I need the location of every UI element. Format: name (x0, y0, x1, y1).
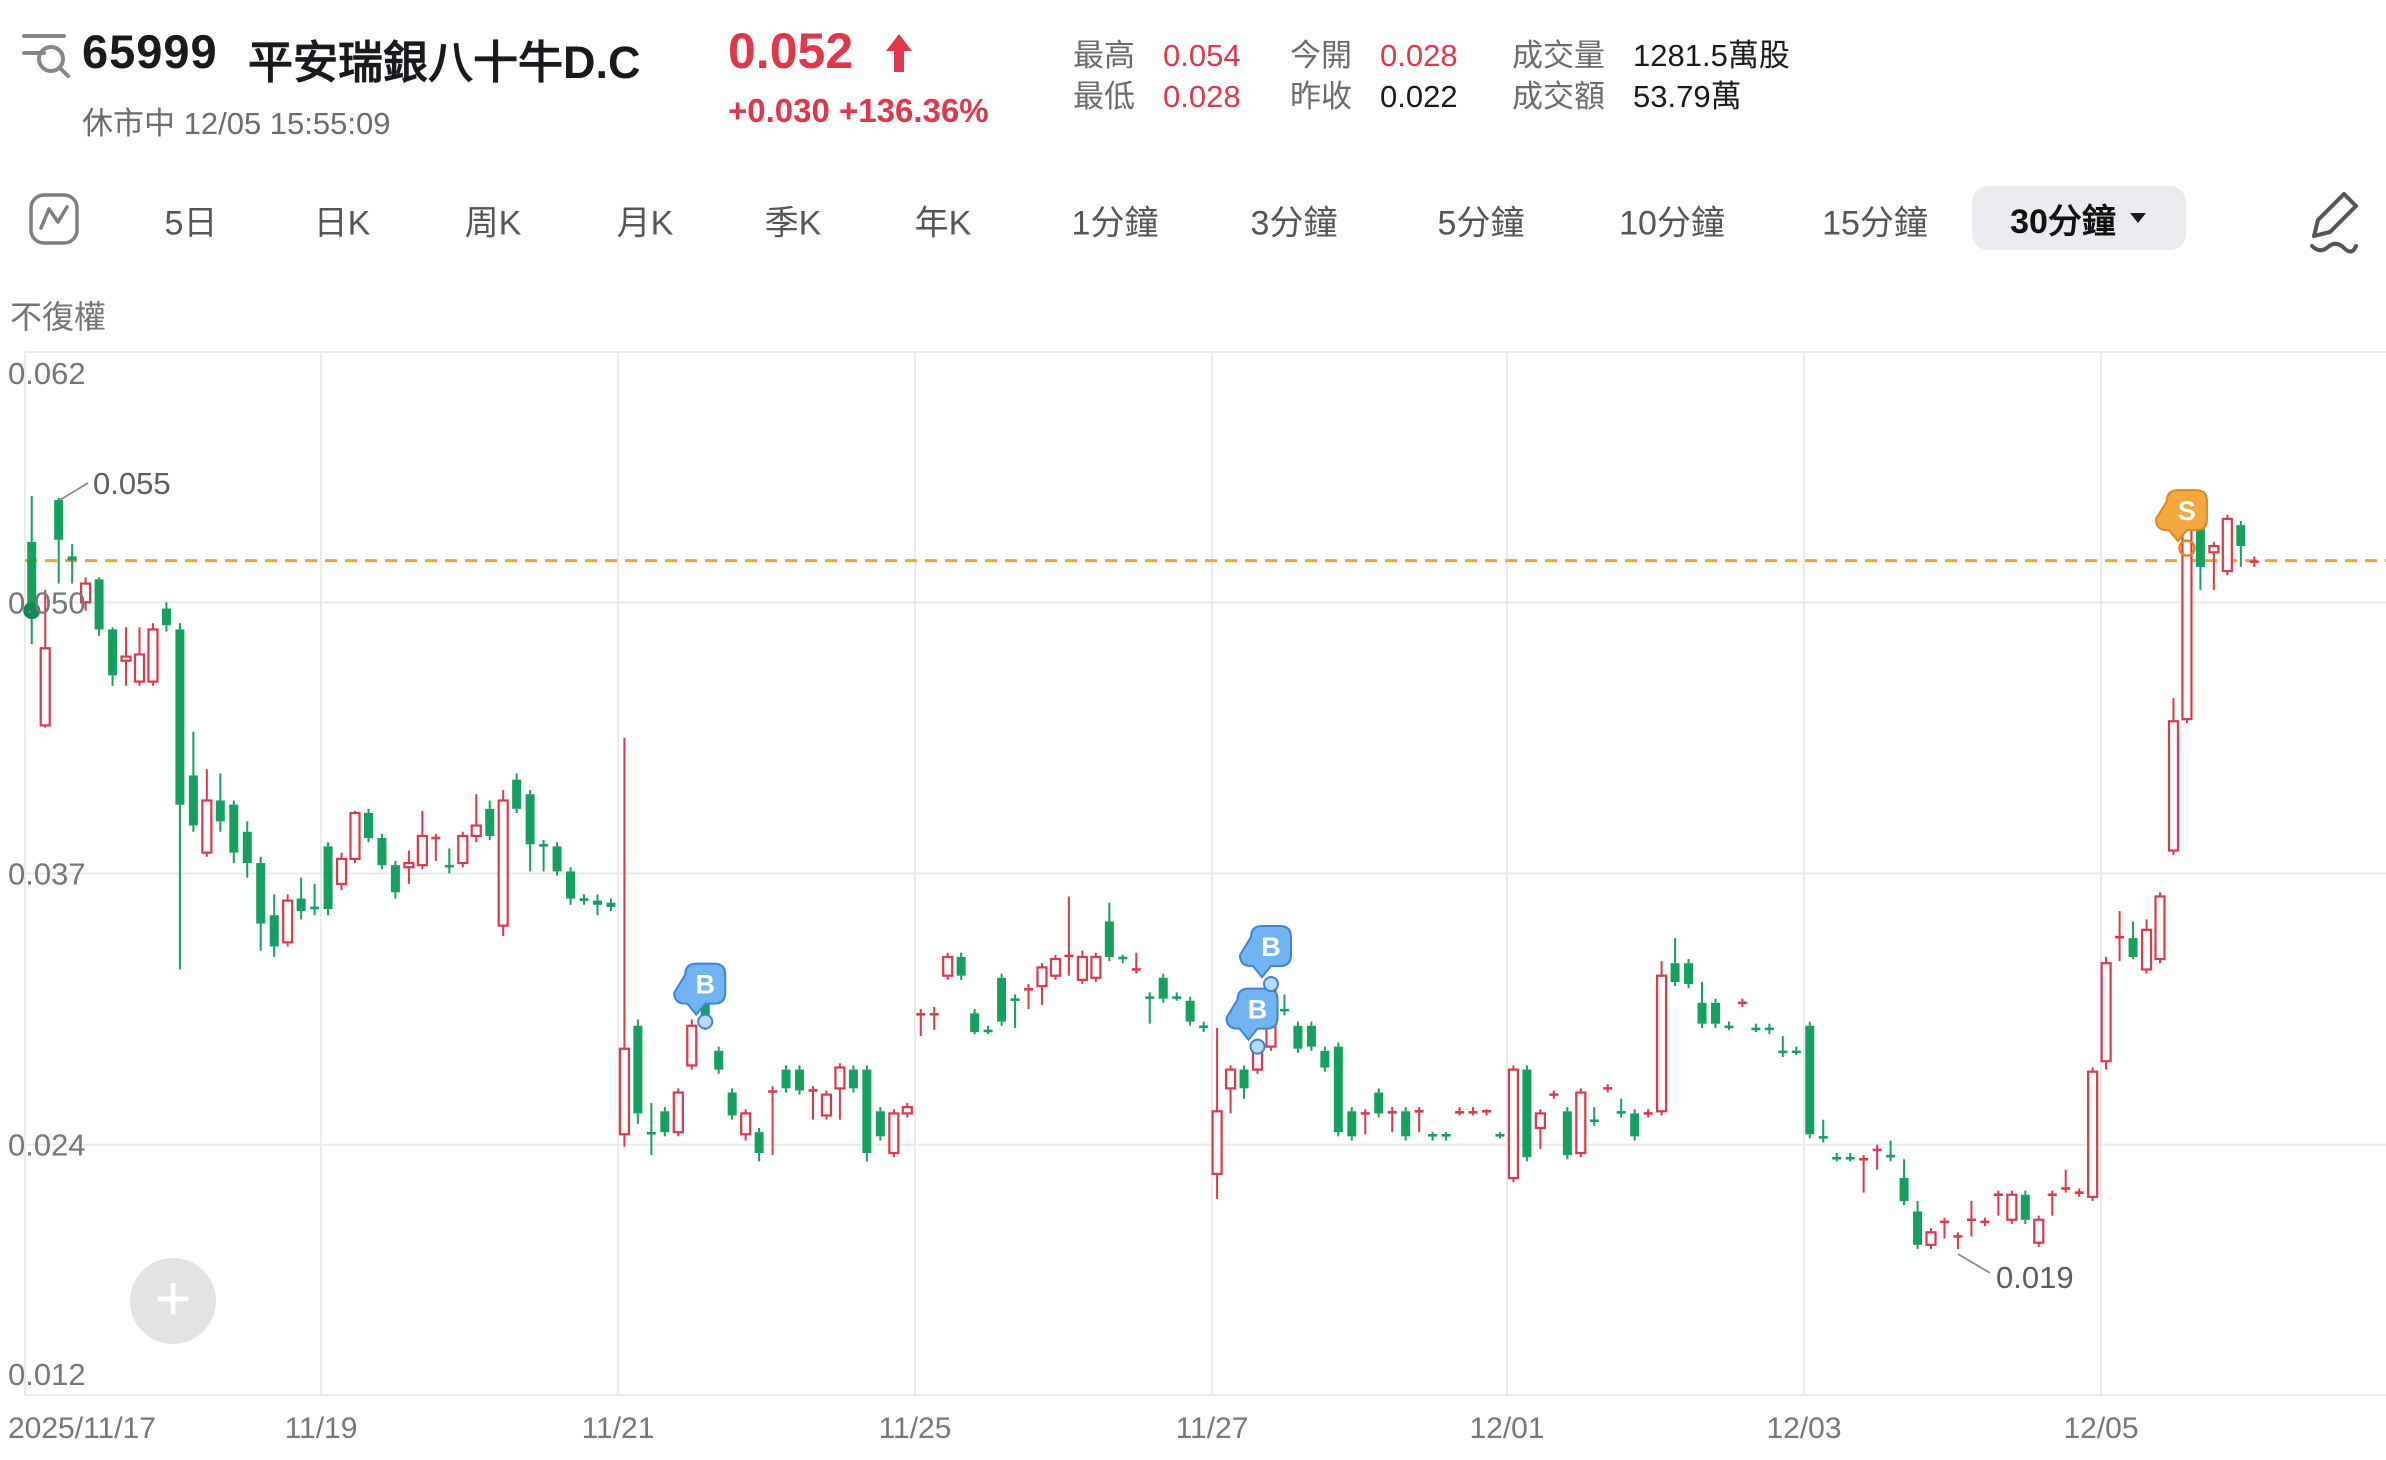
buy-marker: B (673, 962, 727, 1030)
tab-1w[interactable]: 周K (464, 204, 522, 243)
svg-text:0.019: 0.019 (1996, 1260, 2074, 1295)
draw-icon[interactable] (2304, 188, 2368, 254)
x-axis-labels: 2025/11/17 11/19 11/21 11/25 11/27 12/01 12/03… (8, 1412, 2139, 1445)
svg-text:11/19: 11/19 (285, 1412, 358, 1445)
tab-30min-selected[interactable]: 30分鐘 (1972, 186, 2186, 250)
position-dot (23, 602, 41, 620)
line-chart-icon[interactable] (28, 192, 80, 246)
buy-marker: B (1238, 925, 1292, 993)
svg-text:B: B (695, 970, 715, 1000)
tab-3min[interactable]: 3分鐘 (1250, 204, 1338, 243)
svg-text:0.055: 0.055 (93, 466, 171, 501)
tab-1y[interactable]: 年K (914, 204, 972, 243)
stat-prev-close: 昨收 0.022 (1290, 79, 1458, 114)
price-change: +0.030 +136.36% (728, 92, 989, 129)
svg-text:11/21: 11/21 (582, 1412, 655, 1445)
buy-marker: B (1225, 987, 1279, 1055)
price-up-arrow-icon (886, 34, 912, 72)
stat-low: 最低 0.028 (1073, 79, 1241, 114)
trade-markers: B B B S (673, 489, 2208, 1055)
search-icon[interactable] (18, 26, 74, 82)
svg-text:S: S (2178, 496, 2196, 526)
tab-15min[interactable]: 15分鐘 (1822, 204, 1928, 243)
svg-text:0.012: 0.012 (8, 1357, 86, 1392)
svg-text:0.037: 0.037 (8, 857, 86, 892)
market-status: 休市中 12/05 15:55:09 (82, 106, 391, 141)
svg-text:11/25: 11/25 (879, 1412, 952, 1445)
tab-1min[interactable]: 1分鐘 (1071, 204, 1159, 243)
tab-5min[interactable]: 5分鐘 (1437, 204, 1525, 243)
svg-text:0.050: 0.050 (8, 585, 86, 620)
grid-lines (24, 351, 2386, 1396)
tab-1mo[interactable]: 月K (616, 204, 674, 243)
svg-text:12/05: 12/05 (2063, 1412, 2138, 1445)
y-axis-labels: 0.062 0.050 0.037 0.024 0.012 (8, 356, 86, 1392)
svg-text:B: B (1261, 932, 1281, 962)
stock-name: 平安瑞銀八十牛D.C (248, 37, 641, 88)
svg-text:0.024: 0.024 (8, 1128, 86, 1163)
candles (27, 495, 2259, 1249)
stat-volume: 成交量 1281.5萬股 (1512, 38, 1790, 73)
tab-1q[interactable]: 季K (764, 204, 822, 243)
svg-text:12/03: 12/03 (1766, 1412, 1841, 1445)
stat-high: 最高 0.054 (1073, 38, 1241, 73)
svg-text:11/27: 11/27 (1176, 1412, 1249, 1445)
current-price: 0.052 (728, 23, 854, 79)
tab-5d[interactable]: 5日 (164, 204, 218, 243)
svg-text:B: B (1248, 995, 1268, 1025)
chevron-down-icon (2129, 213, 2146, 223)
stock-code: 65999 (82, 25, 218, 78)
sell-marker: S (2154, 489, 2208, 557)
plus-button[interactable]: + (130, 1258, 216, 1344)
svg-text:0.062: 0.062 (8, 356, 86, 391)
svg-text:12/01: 12/01 (1469, 1412, 1544, 1445)
tab-10min[interactable]: 10分鐘 (1619, 204, 1725, 243)
stat-turnover: 成交額 53.79萬 (1512, 79, 1742, 114)
tab-1d[interactable]: 日K (313, 204, 371, 243)
adjust-mode-label[interactable]: 不復權 (10, 299, 107, 335)
svg-text:2025/11/17: 2025/11/17 (8, 1412, 156, 1445)
stat-open: 今開 0.028 (1290, 38, 1458, 73)
price-annotations: 0.055 0.019 (59, 466, 2074, 1295)
